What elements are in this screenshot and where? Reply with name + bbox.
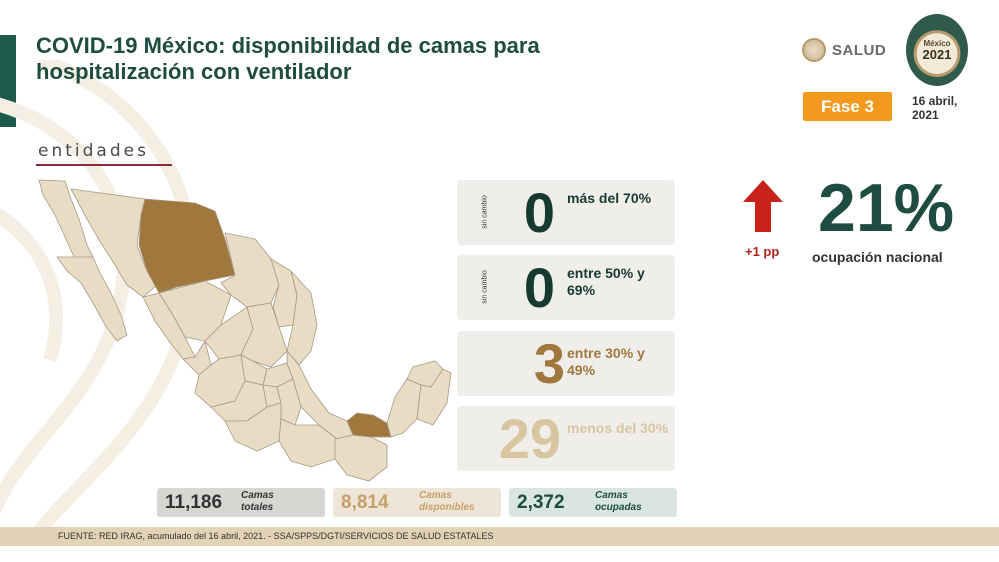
map-state-campeche	[386, 378, 422, 438]
category-card-50-69: sin cambio 0 entre 50% y 69%	[457, 255, 675, 320]
report-date: 16 abril, 2021	[912, 94, 957, 122]
category-description: entre 50% y 69%	[567, 265, 645, 298]
category-count: 3	[533, 331, 565, 395]
mexico-2021-logo-top: México	[923, 39, 951, 48]
salud-logo: SALUD	[802, 34, 894, 66]
category-description: más del 70%	[567, 190, 652, 206]
map-state-nayarit	[182, 339, 212, 376]
map-state-san-luis-potosi	[240, 302, 288, 368]
stat-total-beds: 11,186 Camas totales	[157, 488, 325, 517]
category-count: 0	[523, 180, 555, 244]
stat-label-line1: Camas	[419, 490, 452, 501]
stat-value: 2,372	[517, 492, 565, 513]
category-status: sin cambio	[481, 195, 489, 229]
national-occupancy-label: ocupación nacional	[812, 249, 943, 265]
phase-badge: Fase 3	[803, 92, 892, 121]
stat-available-beds: 8,814 Camas disponibles	[333, 488, 501, 517]
section-underline	[36, 164, 172, 166]
stat-label-line2: disponibles	[419, 502, 475, 513]
map-state-baja-california-sur	[56, 256, 128, 342]
stat-label: Camas disponibles	[419, 490, 475, 514]
stat-occupied-beds: 2,372 Camas ocupadas	[509, 488, 677, 517]
stat-label-line2: ocupadas	[595, 502, 642, 513]
category-count: 29	[498, 406, 561, 470]
national-occupancy-value: 21%	[818, 170, 955, 246]
source-footer: FUENTE: RED IRAG, acumulado del 16 abril…	[0, 527, 999, 546]
stat-label-line2: totales	[241, 502, 274, 513]
category-card-30-49: 3 entre 30% y 49%	[457, 331, 675, 396]
stat-label-line1: Camas	[241, 490, 274, 501]
map-state-quintana-roo	[416, 368, 452, 426]
stat-label: Camas ocupadas	[595, 490, 642, 514]
salud-logo-text: SALUD	[832, 41, 887, 59]
stat-label: Camas totales	[241, 490, 274, 514]
map-state-chihuahua	[138, 198, 236, 294]
stat-label-line1: Camas	[595, 490, 628, 501]
occupancy-change: +1 pp	[745, 244, 780, 259]
mexico-2021-logo-year: 2021	[922, 47, 952, 62]
category-status: sin cambio	[481, 270, 489, 304]
salud-seal-icon	[802, 38, 826, 62]
mexico-2021-logo: México 2021	[906, 14, 968, 86]
stat-value: 11,186	[165, 492, 223, 513]
section-label: entidades	[38, 141, 149, 161]
page-title: COVID-19 México: disponibilidad de camas…	[36, 33, 540, 84]
map-state-tabasco	[346, 412, 392, 438]
stat-value: 8,814	[341, 492, 389, 513]
category-count: 0	[523, 255, 555, 319]
category-description: menos del 30%	[567, 420, 669, 436]
report-date-line1: 16 abril,	[912, 94, 958, 108]
category-description: entre 30% y 49%	[567, 345, 645, 378]
category-card-over-70: sin cambio 0 más del 70%	[457, 180, 675, 245]
arrow-up-icon	[743, 180, 783, 232]
mexico-states-map	[38, 179, 452, 482]
category-card-under-30: 29 menos del 30%	[457, 406, 675, 471]
report-date-line2: 2021	[912, 108, 939, 122]
map-state-chiapas	[334, 434, 388, 482]
